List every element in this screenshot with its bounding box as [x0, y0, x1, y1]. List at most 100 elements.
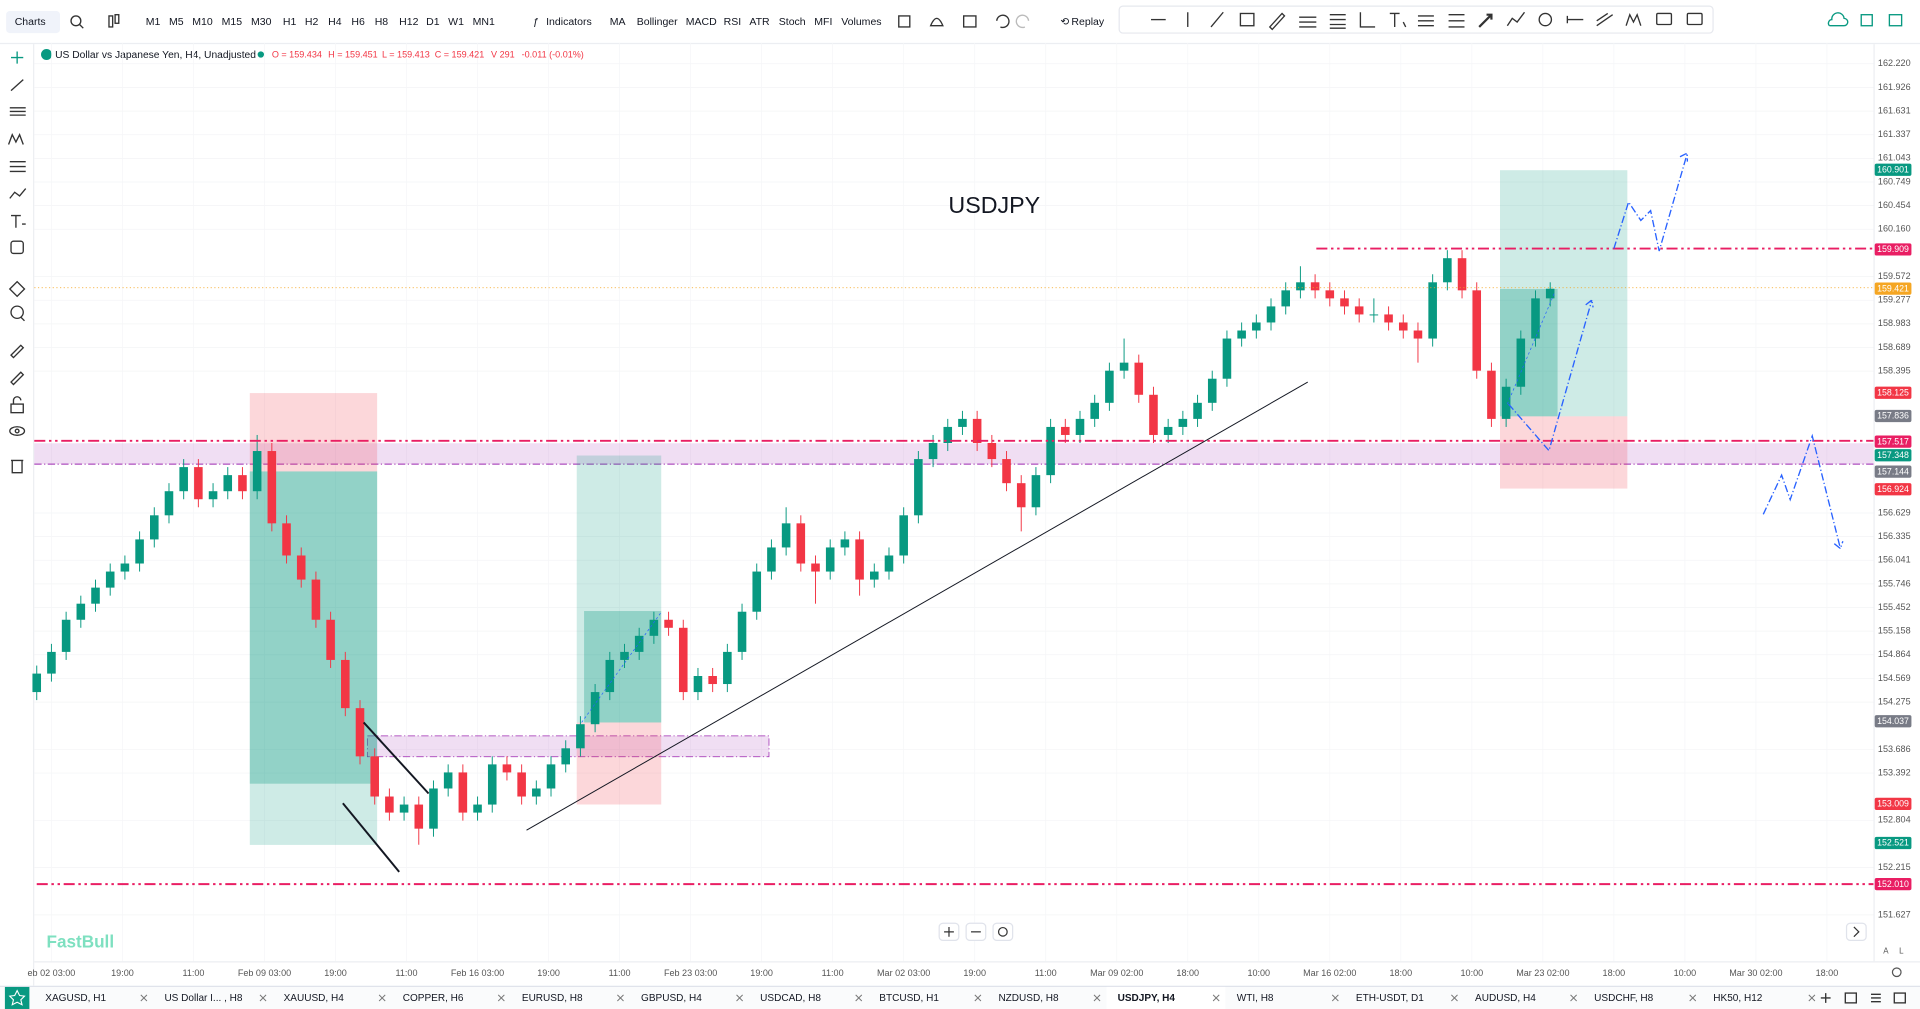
tab-label[interactable]: COPPER, H6 — [403, 993, 464, 1004]
candle-body — [620, 651, 629, 660]
candle-body — [47, 651, 56, 674]
candle-body — [311, 579, 321, 620]
tab-label[interactable]: BTCUSD, H1 — [879, 993, 939, 1004]
candle-body — [76, 603, 86, 620]
tab-label[interactable]: WTI, H8 — [1237, 993, 1274, 1004]
study-button[interactable]: MFI — [814, 16, 832, 28]
tab-close[interactable] — [1212, 994, 1220, 1002]
zoom-controls[interactable] — [938, 922, 1867, 942]
tab-bar-icons[interactable] — [1820, 992, 1906, 1004]
candle-body — [928, 442, 938, 460]
tab-close[interactable] — [617, 994, 624, 1002]
replay-button[interactable]: Replay — [1071, 16, 1104, 28]
x-tick-label: Mar 30 02:00 — [1729, 968, 1782, 978]
timeframe-button[interactable]: D1 — [426, 16, 440, 28]
study-button[interactable]: MACD — [686, 16, 717, 28]
tab-close[interactable] — [1093, 994, 1101, 1002]
study-button[interactable]: Volumes — [841, 16, 881, 28]
projection-path — [1613, 151, 1689, 252]
candle-body — [355, 708, 365, 757]
candle-type-icon[interactable] — [108, 15, 114, 28]
tab-close[interactable] — [1808, 994, 1816, 1002]
price-tag-label: 157.517 — [1877, 436, 1909, 446]
tab-close[interactable] — [497, 994, 505, 1002]
timeframe-button[interactable]: H6 — [351, 16, 365, 28]
tab-close[interactable] — [974, 994, 982, 1002]
tab-close[interactable] — [1570, 994, 1577, 1002]
tab-close[interactable] — [378, 994, 386, 1002]
candle-type-icon-2 — [114, 14, 120, 24]
log-scale[interactable]: L — [1899, 947, 1904, 956]
timeframe-button[interactable]: H12 — [399, 16, 418, 28]
timeframe-button[interactable]: H4 — [328, 16, 342, 28]
timeframe-button[interactable]: M30 — [251, 16, 272, 28]
tab-close[interactable] — [736, 994, 743, 1002]
search-icon[interactable] — [70, 15, 82, 27]
price-tag — [1874, 243, 1912, 256]
timeframe-button[interactable]: H2 — [305, 16, 319, 28]
tab-close[interactable] — [1689, 994, 1697, 1002]
x-tick-label: Mar 16 02:00 — [1303, 968, 1356, 978]
settings-icon[interactable] — [1891, 967, 1902, 978]
timeframe-button[interactable]: H1 — [283, 16, 297, 28]
tab-close[interactable] — [1331, 994, 1339, 1002]
timeframe-button[interactable]: MN1 — [473, 16, 495, 28]
timeframe-button[interactable]: M10 — [192, 16, 213, 28]
left-toolbar[interactable] — [7, 51, 27, 474]
tab-label[interactable]: USDJPY, H4 — [1118, 993, 1176, 1004]
study-button[interactable]: Bollinger — [637, 16, 678, 28]
candle-body — [1222, 338, 1232, 379]
price-tag — [1874, 836, 1912, 850]
indicators-button[interactable]: Indicators — [546, 16, 592, 28]
top-right-icons[interactable] — [1827, 12, 1903, 27]
y-tick-label: 158.689 — [1878, 342, 1911, 352]
timeframe-button[interactable]: M15 — [222, 16, 243, 28]
tab-close[interactable] — [140, 994, 148, 1002]
x-tick-label: 18:00 — [1816, 968, 1839, 978]
tabs: XAGUSD, H1 US Dollar I... , H8 XAUUSD, H4 C… — [45, 986, 1816, 1009]
study-button[interactable]: MA — [610, 16, 626, 28]
price-tag — [1874, 483, 1912, 496]
tab-label[interactable]: US Dollar I... , H8 — [164, 993, 242, 1004]
study-button[interactable]: ATR — [749, 16, 770, 28]
candle-body — [605, 659, 615, 693]
target-zone — [576, 455, 662, 723]
tab-label[interactable]: AUDUSD, H4 — [1475, 993, 1536, 1004]
tab-close[interactable] — [1451, 994, 1458, 1002]
candle-body — [1325, 290, 1335, 299]
study-button[interactable]: Stoch — [779, 16, 806, 28]
candles — [32, 250, 1555, 845]
tab-label[interactable]: USDCAD, H8 — [760, 993, 821, 1004]
y-tick-label: 155.746 — [1878, 578, 1911, 588]
tab-label[interactable]: HK50, H12 — [1713, 993, 1762, 1004]
price-tag-label: 159.421 — [1877, 283, 1909, 293]
timeframe-button[interactable]: H8 — [375, 16, 389, 28]
candle-body — [164, 491, 174, 516]
tab-close[interactable] — [259, 994, 267, 1002]
tab-label[interactable]: EURUSD, H8 — [522, 993, 583, 1004]
tab-label[interactable]: XAUUSD, H4 — [284, 993, 345, 1004]
x-tick-label: 11:00 — [1035, 968, 1057, 978]
home-tab[interactable] — [4, 986, 30, 1009]
tab-label[interactable]: GBPUSD, H4 — [641, 993, 702, 1004]
auto-scale[interactable]: A — [1883, 947, 1889, 956]
tab-label[interactable]: USDCHF, H8 — [1594, 993, 1654, 1004]
tab-label[interactable]: XAGUSD, H1 — [45, 993, 106, 1004]
timeframe-button[interactable]: M5 — [169, 16, 184, 28]
study-button[interactable]: RSI — [724, 16, 742, 28]
drawing-tools[interactable] — [1151, 11, 1703, 31]
target-zone — [249, 471, 378, 845]
charts-button[interactable] — [6, 11, 61, 34]
candle-body — [414, 804, 424, 829]
candle-body — [1149, 394, 1158, 435]
timeframe-button[interactable]: M1 — [146, 16, 161, 28]
candle-body — [1002, 459, 1011, 484]
candle-body — [1310, 282, 1320, 291]
tab-label[interactable]: ETH-USDT, D1 — [1356, 993, 1424, 1004]
legend-stat: O = 159.434 — [272, 50, 322, 60]
tab-close[interactable] — [855, 994, 863, 1002]
price-tag — [1874, 163, 1912, 176]
timeframe-button[interactable]: W1 — [448, 16, 464, 28]
x-tick-label: 10:00 — [1247, 968, 1270, 978]
tab-label[interactable]: NZDUSD, H8 — [998, 993, 1059, 1004]
